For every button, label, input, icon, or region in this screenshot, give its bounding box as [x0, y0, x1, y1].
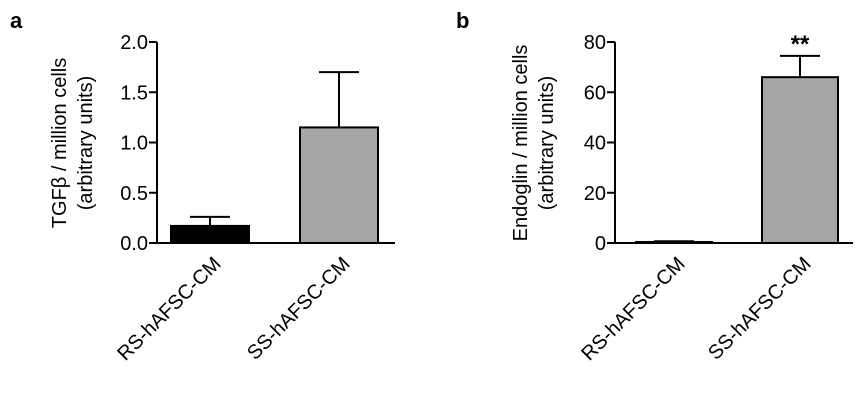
x-category-label: SS-hAFSC-CM	[243, 253, 354, 364]
y-axis-title-a-line1: TGFβ / million cells	[49, 58, 71, 228]
bar	[761, 76, 839, 244]
y-tick-label: 40	[584, 133, 606, 155]
panel-label-a: a	[10, 8, 23, 33]
y-tick-label: 2.0	[120, 32, 148, 54]
x-category-label: SS-hAFSC-CM	[704, 253, 815, 364]
panel-b: b Endoglin / million cells (arbitrary un…	[456, 8, 853, 365]
y-tick-label: 0	[595, 233, 606, 255]
y-axis-title-b-line1: Endoglin / million cells	[510, 45, 532, 242]
bar	[299, 126, 379, 244]
y-axis-title-a-line2: (arbitrary units)	[75, 76, 97, 210]
y-tick-label: 1.5	[120, 82, 148, 104]
y-tick-label: 1.0	[120, 133, 148, 155]
significance-label: **	[791, 31, 810, 58]
bar	[635, 240, 713, 244]
y-tick-label: 80	[584, 32, 606, 54]
x-category-label: RS-hAFSC-CM	[113, 253, 225, 365]
x-category-label: RS-hAFSC-CM	[577, 253, 689, 365]
y-tick-label: 0.0	[120, 233, 148, 255]
y-axis-title-b-line2: (arbitrary units)	[536, 76, 558, 210]
y-tick-label: 20	[584, 183, 606, 205]
axes-a: 0.0 0.5 1.0 1.5 2.0 RS-hAFSC-CM SS-hAFSC-CM	[113, 32, 395, 365]
y-tick-label: 0.5	[120, 183, 148, 205]
y-tick-label: 60	[584, 82, 606, 104]
panel-label-b: b	[456, 8, 469, 33]
bar	[170, 224, 250, 244]
panel-a: a TGFβ / million cells (arbitrary units)…	[10, 8, 395, 365]
axes-b: 0 20 40 60 80 RS-hAFSC-CM ** SS-hAFSC-CM	[577, 31, 853, 365]
